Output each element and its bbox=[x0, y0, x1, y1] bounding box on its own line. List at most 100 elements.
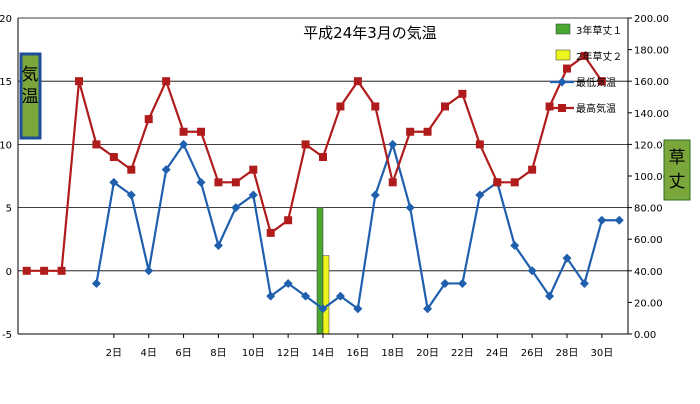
right-axis-label-box: 草丈 bbox=[663, 139, 691, 201]
legend-swatch-3年草丈１ bbox=[555, 23, 571, 35]
x-tick-label: 4日 bbox=[141, 348, 157, 359]
left-axis-label: 気温 bbox=[22, 65, 39, 107]
y-left-tick-label: 20 bbox=[0, 14, 12, 25]
y-right-tick-label: 160.00 bbox=[634, 77, 669, 88]
data-point-最低気温 bbox=[161, 165, 171, 175]
data-point-最高気温 bbox=[144, 115, 153, 124]
y-right-tick-label: 180.00 bbox=[634, 46, 669, 57]
data-point-最低気温 bbox=[335, 291, 345, 301]
data-point-最低気温 bbox=[614, 215, 624, 225]
data-point-最低気温 bbox=[318, 304, 328, 314]
y-right-tick-label: 120.00 bbox=[634, 140, 669, 151]
data-point-最低気温 bbox=[126, 190, 136, 200]
data-point-最高気温 bbox=[441, 102, 449, 111]
y-right-tick-label: 140.00 bbox=[634, 109, 669, 120]
data-point-最高気温 bbox=[92, 140, 101, 149]
data-point-最低気温 bbox=[440, 278, 450, 288]
data-point-最低気温 bbox=[562, 253, 572, 263]
series-line-最高気温 bbox=[26, 54, 603, 272]
y-right-tick-label: 80.00 bbox=[634, 204, 663, 215]
data-point-最低気温 bbox=[510, 241, 520, 251]
data-point-最高気温 bbox=[75, 77, 83, 86]
data-point-最高気温 bbox=[179, 127, 188, 136]
data-point-最高気温 bbox=[406, 127, 415, 136]
data-point-最高気温 bbox=[563, 64, 571, 73]
data-point-最高気温 bbox=[197, 127, 205, 136]
x-tick-label: 20日 bbox=[416, 348, 439, 359]
legend-label: 3年草丈１ bbox=[576, 24, 622, 37]
data-point-最高気温 bbox=[249, 165, 258, 174]
data-point-最低気温 bbox=[213, 241, 223, 251]
data-point-最高気温 bbox=[40, 266, 49, 275]
data-point-最低気温 bbox=[109, 177, 119, 187]
data-point-最低気温 bbox=[196, 177, 206, 187]
data-point-最高気温 bbox=[57, 266, 66, 275]
y-right-tick-label: 200.00 bbox=[634, 14, 669, 25]
data-point-最低気温 bbox=[231, 203, 241, 213]
line-layer bbox=[22, 51, 624, 314]
x-tick-label: 22日 bbox=[451, 348, 474, 359]
data-point-最高気温 bbox=[162, 77, 171, 86]
bar-2年草丈２ bbox=[322, 255, 330, 335]
data-point-最高気温 bbox=[301, 140, 310, 149]
data-point-最高気温 bbox=[475, 140, 484, 149]
bar-layer bbox=[316, 207, 330, 335]
data-point-最低気温 bbox=[579, 278, 589, 288]
x-tick-label: 28日 bbox=[556, 348, 579, 359]
data-point-最高気温 bbox=[545, 102, 554, 111]
x-tick-label: 18日 bbox=[381, 348, 404, 359]
data-point-最高気温 bbox=[214, 178, 223, 187]
data-point-最低気温 bbox=[144, 266, 154, 276]
chart-title: 平成24年3月の気温 bbox=[303, 24, 437, 42]
y-right-tick-label: 60.00 bbox=[634, 235, 663, 246]
legend-label: 2年草丈２ bbox=[576, 50, 622, 63]
right-axis-label: 草丈 bbox=[669, 148, 686, 192]
x-tick-label: 6日 bbox=[175, 348, 191, 359]
x-tick-label: 26日 bbox=[521, 348, 544, 359]
data-point-最低気温 bbox=[405, 203, 415, 213]
y-right-tick-label: 0.00 bbox=[634, 330, 656, 341]
y-left-tick-label: 15 bbox=[0, 77, 12, 88]
y-left-tick-label: 0 bbox=[6, 267, 12, 278]
series-line-最低気温 bbox=[95, 140, 620, 312]
data-point-最低気温 bbox=[353, 304, 363, 314]
x-tick-label: 12日 bbox=[277, 348, 300, 359]
data-point-最低気温 bbox=[545, 291, 555, 301]
y-right-tick-label: 100.00 bbox=[634, 172, 669, 183]
data-point-最高気温 bbox=[231, 178, 240, 187]
data-point-最低気温 bbox=[301, 291, 311, 301]
data-point-最低気温 bbox=[91, 278, 101, 288]
y-right-tick-label: 20.00 bbox=[634, 298, 663, 309]
data-point-最低気温 bbox=[388, 139, 398, 149]
data-point-最高気温 bbox=[22, 266, 31, 275]
data-point-最高気温 bbox=[336, 102, 345, 111]
data-point-最低気温 bbox=[266, 291, 276, 301]
data-point-最高気温 bbox=[458, 89, 467, 98]
data-point-最高気温 bbox=[493, 178, 502, 187]
x-tick-label: 16日 bbox=[346, 348, 369, 359]
data-point-最低気温 bbox=[370, 190, 380, 200]
x-tick-label: 8日 bbox=[210, 348, 226, 359]
bar-3年草丈１ bbox=[316, 207, 324, 335]
data-point-最高気温 bbox=[109, 153, 118, 162]
legend-marker-最低気温 bbox=[557, 77, 567, 87]
data-point-最低気温 bbox=[179, 139, 189, 149]
data-point-最高気温 bbox=[266, 228, 275, 237]
data-point-最低気温 bbox=[527, 266, 537, 276]
x-tick-label: 30日 bbox=[590, 348, 613, 359]
data-point-最低気温 bbox=[283, 278, 293, 288]
y-left-tick-label: 10 bbox=[0, 140, 12, 151]
data-point-最高気温 bbox=[597, 77, 606, 86]
axis-layer: -5051015200.0020.0040.0060.0080.00100.00… bbox=[0, 14, 669, 359]
x-tick-label: 24日 bbox=[486, 348, 509, 359]
data-point-最高気温 bbox=[127, 165, 136, 174]
legend-marker-最高気温 bbox=[558, 104, 566, 112]
data-point-最高気温 bbox=[284, 216, 293, 225]
data-point-最低気温 bbox=[248, 190, 258, 200]
data-point-最低気温 bbox=[475, 190, 485, 200]
data-point-最低気温 bbox=[597, 215, 607, 225]
x-tick-label: 14日 bbox=[312, 348, 335, 359]
